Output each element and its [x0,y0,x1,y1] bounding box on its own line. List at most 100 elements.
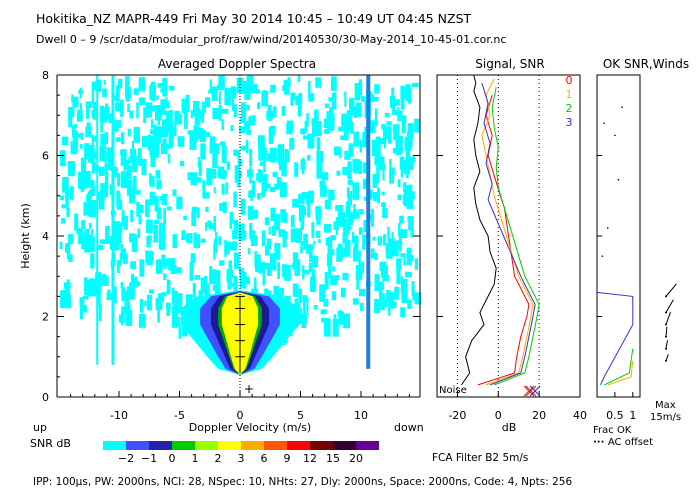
noise-speckle [156,179,162,190]
noise-speckle [126,286,133,295]
noise-speckle [277,262,280,279]
noise-speckle [246,129,252,135]
noise-speckle [137,148,142,166]
noise-speckle [189,273,194,281]
noise-speckle [319,284,326,302]
noise-speckle [261,147,267,161]
noise-speckle [290,228,297,243]
noise-speckle [113,286,117,304]
noise-speckle [123,215,128,230]
noise-speckle [79,103,82,112]
noise-speckle [251,288,258,295]
noise-speckle [392,107,396,114]
noise-speckle [149,191,155,206]
noise-speckle [159,259,162,273]
noise-speckle [343,127,349,141]
noise-speckle [62,136,69,146]
noise-speckle [267,153,274,162]
noise-speckle [212,143,220,155]
noise-speckle [125,87,131,99]
noise-speckle [405,157,411,175]
signal-line-1 [481,78,534,386]
noise-speckle [145,250,152,263]
noise-speckle [321,172,329,181]
noise-speckle [393,130,400,139]
noise-speckle [153,124,157,142]
noise-speckle [219,141,226,146]
noise-speckle [397,110,403,122]
noise-speckle [177,136,185,147]
noise-speckle [125,76,130,90]
noise-speckle [84,228,90,240]
noise-speckle [331,92,337,110]
noise-speckle [236,77,244,93]
noise-speckle [182,327,188,337]
noise-speckle [298,100,302,113]
noise-speckle [349,97,355,108]
noise-speckle [138,214,142,225]
noise-speckle [350,121,354,134]
noise-speckle [179,114,183,125]
noise-speckle [192,283,196,298]
noise-speckle [311,255,319,268]
legend-beam-3: 3 [566,116,573,129]
noise-speckle [344,226,352,231]
noise-speckle [105,106,110,120]
noise-speckle [130,148,137,162]
noise-speckle [221,145,227,164]
noise-speckle [345,115,351,132]
noise-speckle [156,126,162,144]
fca-filter: FCA Filter B2 5m/s [432,452,528,464]
colorbar-tick-label: 20 [349,452,363,465]
noise-speckle [127,165,132,179]
noise-speckle [219,260,225,266]
noise-speckle [198,160,202,176]
noise-speckle [72,96,79,108]
noise-speckle [194,275,201,280]
noise-speckle [77,171,82,189]
noise-speckle [127,103,130,113]
noise-speckle [81,232,87,250]
noise-speckle [333,221,340,230]
noise-speckle [95,79,102,92]
noise-speckle [324,223,331,233]
noise-speckle [328,264,331,279]
noise-speckle [76,109,83,122]
noise-speckle [374,108,378,127]
colorbar-tick-label: 6 [261,452,268,465]
ac-offset-dot [606,227,609,229]
vertical-noise-band [111,75,115,365]
noise-speckle [146,219,153,234]
noise-speckle [407,123,414,139]
noise-speckle [134,189,141,195]
noise-speckle [209,136,216,154]
noise-speckle [120,243,124,259]
noise-speckle [342,272,348,281]
noise-speckle [234,165,240,183]
noise-speckle [377,236,383,246]
noise-speckle [249,223,253,239]
noise-speckle [251,83,258,93]
noise-speckle [150,155,156,167]
noise-speckle [89,236,95,252]
noise-speckle [328,189,335,200]
noise-speckle [332,266,335,272]
noise-speckle [168,85,175,91]
noise-speckle [78,89,84,94]
noise-speckle [331,76,337,91]
noise-speckle [301,192,309,199]
x-tick-label: 5 [297,409,304,422]
noise-speckle [351,231,354,243]
noise-speckle [189,134,197,150]
noise-speckle [82,295,89,300]
y-tick-label: 0 [42,391,49,404]
noise-speckle [126,179,133,196]
noise-speckle [189,262,194,274]
noise-speckle [80,157,87,168]
noise-speckle [406,247,412,266]
legend-beam-0: 0 [566,74,573,87]
noise-speckle [240,117,246,123]
noise-speckle [139,97,146,106]
noise-speckle [136,201,140,217]
noise-speckle [256,173,262,181]
